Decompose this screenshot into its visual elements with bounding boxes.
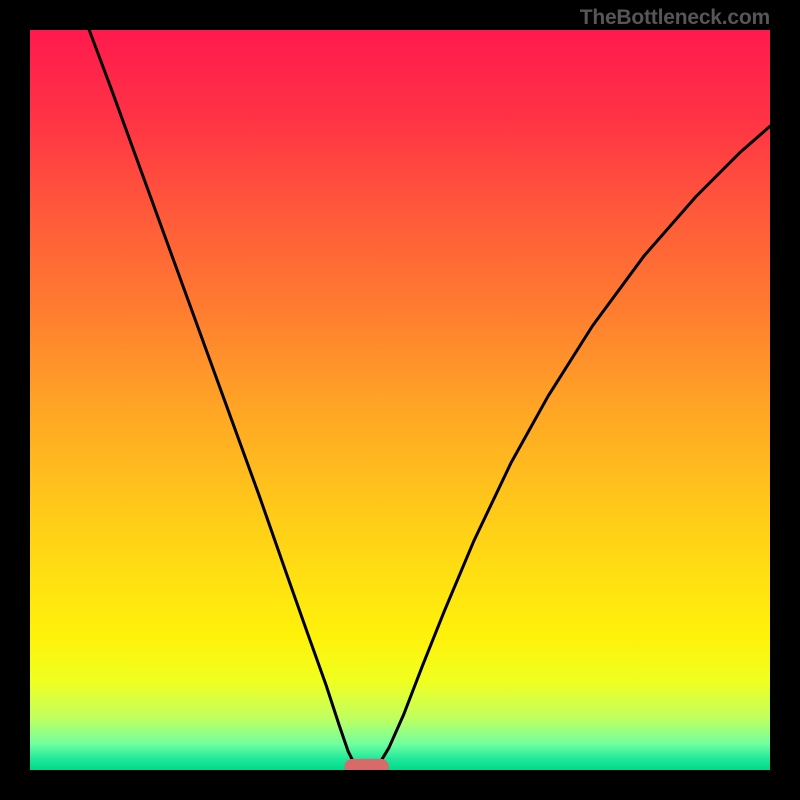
chart-svg — [30, 30, 770, 770]
optimum-marker — [345, 759, 389, 770]
plot-area — [30, 30, 770, 770]
chart-frame: TheBottleneck.com — [0, 0, 800, 800]
gradient-background — [30, 30, 770, 770]
watermark-label: TheBottleneck.com — [580, 6, 770, 30]
